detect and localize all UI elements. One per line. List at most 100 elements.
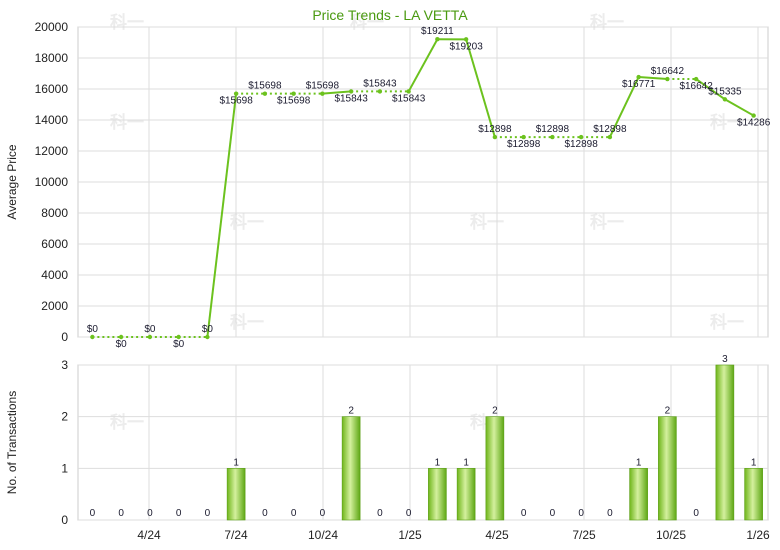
price-point (291, 91, 296, 96)
transactions-data-label: 0 (320, 508, 326, 519)
transactions-bar (485, 416, 505, 521)
x-tick-label: 1/26 (746, 528, 770, 542)
transactions-bar (715, 364, 735, 521)
transactions-bar (226, 468, 246, 521)
price-point (147, 334, 153, 340)
transactions-bar (341, 416, 361, 521)
price-line-segment (724, 98, 755, 117)
price-data-label: $15335 (708, 86, 742, 97)
price-line-segment (465, 39, 496, 138)
price-data-label: $15698 (248, 81, 282, 92)
price-point (521, 134, 526, 140)
price-line-segment (608, 76, 640, 138)
svg-text:科一: 科一 (710, 312, 744, 332)
transactions-data-label: 0 (176, 508, 182, 519)
transactions-chart-panel: 0 1 2 3 4/24 7/24 10/24 1/25 4/25 7/25 10/25 1/26 No… (5, 354, 770, 542)
x-tick-label: 1/25 (398, 528, 422, 542)
price-y-tick-label: 4000 (41, 268, 68, 282)
price-chart-panel: 0 2000 4000 6000 8000 10000 12000 14000 16000 180… (5, 20, 771, 350)
price-data-label: $14286 (737, 118, 771, 129)
price-data-label: $16642 (679, 81, 713, 92)
price-point (406, 89, 411, 94)
transactions-data-label: 1 (435, 457, 441, 468)
price-data-label: $0 (173, 339, 185, 350)
price-data-label: $15843 (363, 78, 397, 89)
price-line-segment (206, 93, 238, 338)
price-data-label: $12898 (593, 124, 627, 135)
transactions-data-label: 0 (147, 508, 153, 519)
price-y-tick-label: 6000 (41, 237, 68, 251)
svg-text:科一: 科一 (230, 212, 264, 232)
price-point (751, 113, 756, 118)
price-data-label: $15698 (219, 96, 253, 107)
svg-text:科一: 科一 (470, 212, 504, 232)
price-y-tick-label: 0 (61, 330, 68, 344)
chart-title: Price Trends - LA VETTA (312, 7, 468, 23)
price-point (90, 334, 95, 340)
svg-text:科一: 科一 (230, 312, 264, 332)
price-line-segment (638, 76, 668, 81)
transactions-y-tick-label: 1 (61, 461, 68, 475)
price-data-label: $0 (116, 339, 128, 350)
price-y-tick-label: 16000 (35, 82, 69, 96)
transactions-data-label: 0 (406, 508, 412, 519)
price-point (492, 134, 498, 140)
transactions-bar (428, 468, 447, 521)
transactions-data-label: 3 (722, 354, 728, 365)
x-tick-label: 7/25 (572, 528, 596, 542)
transactions-data-label: 0 (90, 508, 96, 519)
transactions-bar (629, 468, 648, 521)
price-data-label: $0 (202, 324, 214, 335)
x-tick-label: 10/25 (656, 528, 686, 542)
transactions-data-label: 0 (693, 508, 699, 519)
transactions-y-tick-label: 3 (61, 358, 68, 372)
transactions-data-label: 0 (377, 508, 383, 519)
transactions-data-label: 0 (521, 508, 527, 519)
transactions-bar (456, 468, 476, 521)
price-data-label: $12898 (564, 139, 598, 150)
price-data-label: $12898 (507, 139, 541, 150)
price-data-label: $12898 (478, 124, 512, 135)
price-point (693, 76, 699, 82)
x-tick-label: 7/24 (224, 528, 248, 542)
svg-text:科一: 科一 (590, 12, 624, 32)
price-point (636, 74, 641, 80)
price-data-label: $0 (87, 324, 99, 335)
price-point (320, 91, 325, 96)
price-point (665, 76, 670, 82)
transactions-data-label: 0 (262, 508, 268, 519)
price-y-tick-label: 2000 (41, 299, 68, 313)
watermark-layer: 科一 科一 科一 科一 科一 科一 科一 科一 科一 科一 科一 科一 (110, 12, 744, 432)
price-data-label: $16642 (651, 66, 685, 77)
price-line-segment (407, 38, 439, 92)
price-point (578, 134, 584, 140)
price-point (377, 89, 383, 94)
transactions-data-label: 1 (463, 457, 469, 468)
transactions-bar (658, 416, 677, 521)
price-point (118, 334, 124, 340)
price-data-label: $15698 (306, 81, 340, 92)
transactions-data-label: 2 (492, 406, 498, 417)
transactions-data-label: 0 (291, 508, 297, 519)
price-line-segment (695, 78, 726, 101)
price-data-label: $15843 (392, 93, 426, 104)
price-point (233, 91, 239, 96)
transactions-y-tick-label: 2 (61, 410, 68, 424)
svg-text:科一: 科一 (110, 112, 144, 132)
transactions-data-label: 0 (205, 508, 211, 519)
price-line-segment (322, 90, 352, 95)
price-y-tick-label: 18000 (35, 51, 69, 65)
transactions-y-tick-label: 0 (61, 513, 68, 527)
price-point (722, 97, 728, 102)
price-point (262, 91, 268, 96)
transactions-data-label: 1 (233, 457, 239, 468)
svg-text:科一: 科一 (590, 212, 624, 232)
transactions-data-label: 2 (348, 406, 354, 417)
price-data-label: $0 (144, 324, 156, 335)
price-y-tick-label: 12000 (35, 144, 69, 158)
price-y-tick-label: 20000 (35, 20, 69, 34)
price-y-axis-title: Average Price (5, 144, 19, 219)
price-y-tick-label: 10000 (35, 175, 69, 189)
transactions-bar (744, 468, 763, 521)
